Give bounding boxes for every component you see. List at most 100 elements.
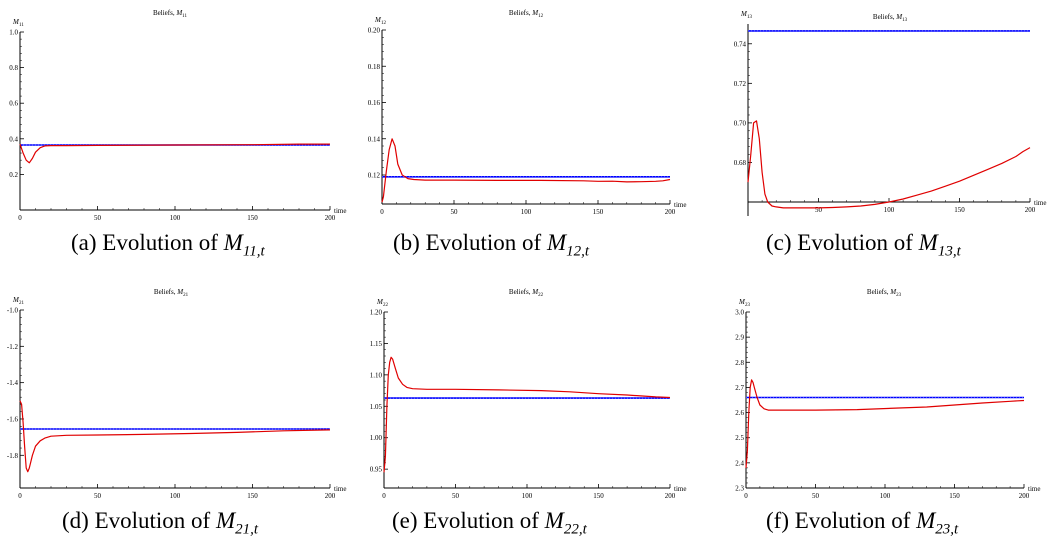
x-tick-label: 150 <box>954 206 965 214</box>
x-tick-label: 200 <box>1025 206 1036 214</box>
y-tick-label: 2.7 <box>735 384 744 392</box>
caption-symbol: M <box>215 508 236 533</box>
caption-symbol: M <box>223 230 243 255</box>
y-tick-label: -1.2 <box>7 343 19 351</box>
series-line-beliefs <box>745 379 1025 468</box>
caption-subscript: 22,t <box>563 521 587 538</box>
series-line-beliefs <box>747 120 1031 209</box>
x-tick-label: 50 <box>94 492 102 500</box>
chart-panel-m21: -1.8 -1.6 -1.4 -1.2 -1.0 0 50 100 150 200 time M 21 B… <box>0 276 352 552</box>
chart-title: Beliefs, M12 <box>509 9 544 19</box>
y-tick-label: 0.6 <box>9 100 18 108</box>
chart-title: Beliefs, M13 <box>873 13 908 23</box>
x-tick-label: 100 <box>880 492 891 500</box>
series-line-beliefs <box>383 356 671 473</box>
x-tick-label: 50 <box>451 208 459 216</box>
caption-text: (b) Evolution of <box>393 230 547 255</box>
y-tick-label: 0.16 <box>368 99 381 107</box>
y-tick-label: 0.2 <box>9 171 18 179</box>
chart-panel-m11: 0.2 0.4 0.6 0.8 1.0 0 50 100 150 200 time M 11 Belief… <box>0 0 352 276</box>
chart-title: Beliefs, M22 <box>509 288 544 298</box>
chart-title: Beliefs, M23 <box>867 288 902 298</box>
caption-subscript: 21,t <box>235 521 259 538</box>
chart-m23: 2.3 2.4 2.5 2.6 2.7 2.8 2.9 3.0 0 50 100 150 200time… <box>735 288 1040 500</box>
x-tick-label: 150 <box>247 492 258 500</box>
y-tick-label: 2.5 <box>735 434 744 442</box>
x-tick-label: 200 <box>325 492 336 500</box>
chart-panel-m13: 0.68 0.70 0.72 0.74 50 100 150 200 time M 13 Belief… <box>704 0 1052 276</box>
x-tick-label: 150 <box>949 492 960 500</box>
x-axis-label: time <box>1028 485 1040 493</box>
x-tick-label: 100 <box>884 206 895 214</box>
y-tick-label: 1.0 <box>9 29 18 37</box>
y-axis-label: M <box>12 18 20 26</box>
y-axis-label-subscript: 11 <box>19 23 24 28</box>
chart-panel-m12: 0.12 0.14 0.16 0.18 0.20 0 50 100 150 200 time M 12 B… <box>352 0 704 276</box>
caption-subscript: 13,t <box>937 243 961 260</box>
x-axis-label: time <box>334 485 346 493</box>
x-tick-label: 0 <box>744 492 748 500</box>
caption-m13: (c) Evolution of M13,t <box>766 230 961 261</box>
caption-m12: (b) Evolution of M12,t <box>393 230 589 261</box>
series-line-beliefs <box>381 138 671 203</box>
x-axis-label: time <box>674 201 686 209</box>
y-tick-label: -1.8 <box>7 452 19 460</box>
y-axis-label: M <box>740 10 748 18</box>
caption-m11: (a) Evolution of M11,t <box>71 230 265 261</box>
chart-panel-m22: 0.95 1.00 1.05 1.10 1.15 1.20 0 50 100 150 200 time… <box>352 276 704 552</box>
caption-m22: (e) Evolution of M22,t <box>392 508 587 539</box>
y-tick-label: 2.9 <box>735 334 744 342</box>
y-tick-label: 0.18 <box>368 63 381 71</box>
y-tick-label: 0.68 <box>734 159 747 167</box>
y-axis-label-subscript: 13 <box>747 15 753 20</box>
x-tick-label: 100 <box>170 214 181 222</box>
caption-subscript: 12,t <box>566 243 590 260</box>
y-tick-label: 0.8 <box>9 64 18 72</box>
y-tick-label: 0.72 <box>734 80 747 88</box>
y-tick-label: 0.20 <box>368 27 381 35</box>
x-tick-label: 150 <box>593 208 604 216</box>
x-tick-label: 50 <box>94 214 102 222</box>
y-tick-label: 2.3 <box>735 485 744 493</box>
y-tick-label: 1.05 <box>370 403 383 411</box>
x-tick-label: 150 <box>247 214 258 222</box>
x-tick-label: 150 <box>593 492 604 500</box>
x-tick-label: 200 <box>665 492 676 500</box>
x-tick-label: 200 <box>325 214 336 222</box>
x-tick-label: 0 <box>18 492 22 500</box>
y-axis-label: M <box>12 296 20 304</box>
y-axis-label: M <box>738 298 746 306</box>
x-tick-label: 0 <box>380 208 384 216</box>
chart-panel-m23: 2.3 2.4 2.5 2.6 2.7 2.8 2.9 3.0 0 50 100 150 200 time… <box>704 276 1052 552</box>
x-tick-label: 100 <box>170 492 181 500</box>
y-tick-label: 0.70 <box>734 119 747 127</box>
x-tick-label: 200 <box>1019 492 1030 500</box>
x-tick-label: 100 <box>521 208 532 216</box>
y-axis-label: M <box>374 16 382 24</box>
x-axis-label: time <box>674 485 686 493</box>
x-tick-label: 100 <box>522 492 533 500</box>
y-axis-label-subscript: 23 <box>745 303 751 308</box>
chart-title: Beliefs, M21 <box>154 288 189 298</box>
x-axis-label: time <box>334 207 346 215</box>
y-axis-label-subscript: 12 <box>381 21 387 26</box>
y-tick-label: 0.4 <box>9 135 18 143</box>
y-tick-label: 3.0 <box>735 309 744 317</box>
y-tick-label: -1.4 <box>7 379 19 387</box>
x-tick-label: 50 <box>452 492 460 500</box>
chart-title: Beliefs, M11 <box>153 9 187 19</box>
caption-text: (e) Evolution of <box>392 508 545 533</box>
caption-text: (f) Evolution of <box>766 508 917 533</box>
caption-symbol: M <box>916 508 936 533</box>
caption-m23: (f) Evolution of M23,t <box>766 508 958 539</box>
caption-symbol: M <box>546 230 567 255</box>
x-tick-label: 50 <box>815 206 823 214</box>
caption-subscript: 11,t <box>242 243 265 260</box>
y-tick-label: -1.6 <box>7 415 19 423</box>
y-tick-label: 0.14 <box>368 135 381 143</box>
x-tick-label: 50 <box>812 492 820 500</box>
